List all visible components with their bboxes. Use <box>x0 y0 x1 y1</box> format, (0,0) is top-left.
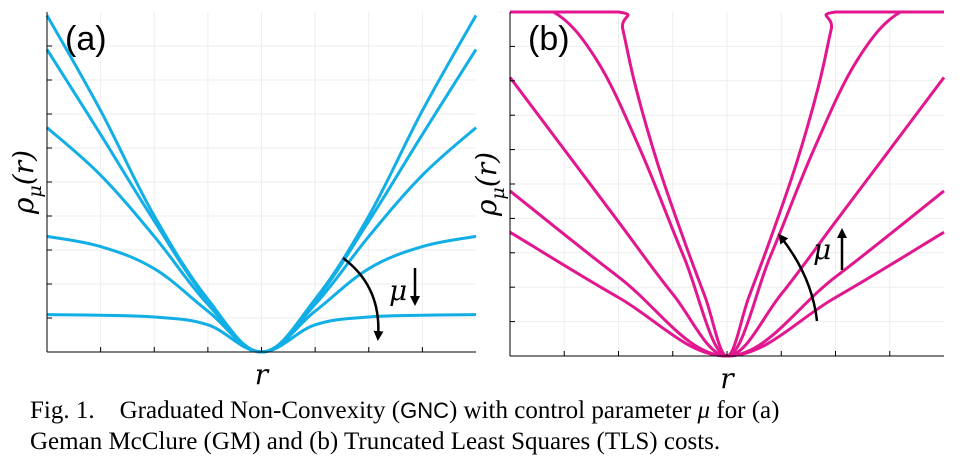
x-axis-label: r <box>720 362 735 395</box>
caption-prefix: Fig. 1. Graduated Non-Convexity ( <box>30 397 401 424</box>
y-label-arg: (r) <box>470 152 503 187</box>
curved-arrow <box>342 256 384 341</box>
mu-annotation: μ <box>389 274 407 307</box>
y-label-base: ρ <box>470 199 503 217</box>
caption-mid: ) with control parameter <box>448 397 698 424</box>
gnc-figure: (a)rρμ(r)μ(b)rρμ(r)μ <box>7 10 946 395</box>
caption-mu: μ <box>697 397 711 424</box>
x-axis-label: r <box>255 358 270 391</box>
caption-abbr: GNC <box>400 398 449 423</box>
y-label-base: ρ <box>7 197 40 215</box>
panel-label: (a) <box>65 20 107 58</box>
panel-a: (a)rρμ(r)μ <box>7 12 478 391</box>
panel-b: (b)rρμ(r)μ <box>470 10 946 395</box>
panel-label: (b) <box>528 20 570 58</box>
mu-annotation: μ <box>813 233 831 266</box>
y-axis-label: ρμ(r) <box>7 150 46 215</box>
y-label-subscript: μ <box>24 185 46 197</box>
y-label-arg: (r) <box>7 150 40 185</box>
curved-arrow <box>778 233 819 322</box>
y-label-subscript: μ <box>487 187 509 199</box>
caption-line-2: Geman McClure (GM) and (b) Truncated Lea… <box>30 428 721 455</box>
caption-line-1: Fig. 1. Graduated Non-Convexity (GNC) wi… <box>30 395 935 426</box>
figure-caption: Fig. 1. Graduated Non-Convexity (GNC) wi… <box>30 395 935 457</box>
caption-line1-end: for (a) <box>710 397 780 424</box>
y-axis-label: ρμ(r) <box>470 152 509 217</box>
